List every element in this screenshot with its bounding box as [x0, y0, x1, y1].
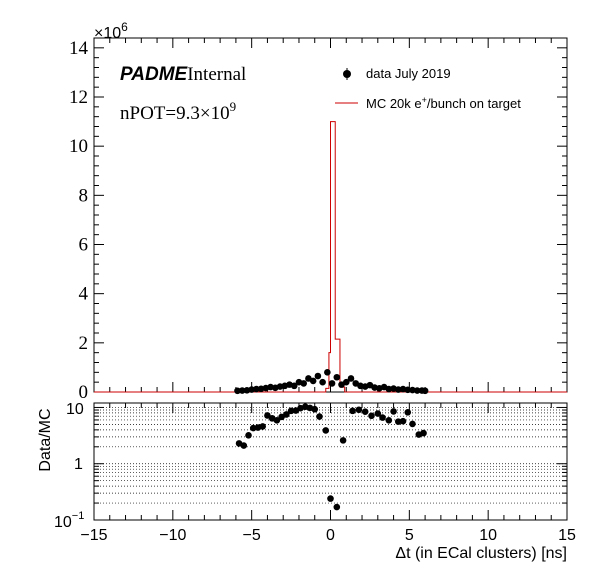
legend-mc-label: MC 20k e+/bunch on target	[366, 95, 521, 111]
data-point	[342, 378, 350, 386]
ratio-point	[355, 406, 363, 414]
ratio-point	[349, 407, 356, 415]
ratio-ytick-label-1: 1	[74, 456, 83, 473]
x-tick-label: −15	[80, 527, 107, 544]
ratio-point	[316, 413, 323, 420]
ratio-point	[361, 408, 369, 416]
ratio-point	[333, 503, 341, 511]
data-point	[421, 387, 429, 395]
padme-label: PADMEInternal	[120, 64, 246, 85]
data-point	[238, 387, 246, 394]
x-tick-label: −10	[159, 527, 186, 544]
y-tick-label: 10	[69, 136, 88, 157]
data-point	[347, 375, 355, 382]
ratio-point	[240, 442, 248, 449]
data-point	[413, 387, 421, 394]
data-point	[328, 380, 336, 387]
ratio-point	[394, 418, 402, 425]
y-tick-label: 2	[79, 333, 89, 354]
ratio-point	[368, 412, 375, 420]
ratio-point	[259, 423, 267, 430]
data-point	[319, 378, 326, 386]
ratio-axis-ticks	[93, 403, 568, 521]
y-tick-label: 4	[79, 284, 89, 305]
x-tick-labels: −15 −10 −5 0 5 10 15	[80, 527, 576, 544]
x-tick-label: −5	[243, 527, 261, 544]
x-tick-label: 0	[326, 527, 335, 544]
y-tick-label: 6	[79, 235, 89, 256]
data-point	[253, 385, 260, 393]
ratio-point	[327, 495, 334, 502]
x-tick-label: 10	[479, 527, 497, 544]
y-tick-label: 12	[69, 87, 88, 108]
x-axis-label: Δt (in ECal clusters) [ns]	[395, 545, 567, 562]
ratio-point	[264, 412, 271, 419]
ratio-gridlines	[94, 407, 567, 521]
mc-histogram	[94, 121, 567, 393]
ratio-point	[287, 407, 295, 415]
data-point	[314, 372, 322, 380]
ratio-ytick-label-0p1: 10−1	[54, 510, 84, 531]
ratio-y-axis-label: Data/MC	[37, 408, 54, 471]
ratio-point	[374, 410, 382, 417]
x-tick-label: 15	[558, 527, 576, 544]
legend-data-label: data July 2019	[366, 66, 451, 81]
top-axis-ticks	[93, 38, 568, 393]
ratio-point	[311, 405, 319, 413]
ratio-point	[399, 417, 407, 425]
data-point	[290, 382, 298, 390]
npot-annotation: nPOT=9.3×109	[120, 99, 236, 124]
ratio-point	[322, 427, 330, 434]
legend: data July 2019 MC 20k e+/bunch on target	[335, 66, 521, 111]
ratio-point	[390, 408, 397, 415]
ratio-frame-rect	[93, 402, 568, 521]
ratio-point	[273, 417, 281, 424]
y-tick-label: 0	[79, 382, 89, 403]
mc-step-line	[94, 121, 567, 393]
data-point	[324, 369, 331, 376]
ratio-plot-frame	[93, 402, 568, 521]
ratio-ytick-label-10: 10	[66, 401, 84, 418]
y-multiplier: ×106	[94, 20, 128, 42]
ratio-point	[245, 432, 252, 439]
data-points	[234, 369, 429, 395]
data-point	[404, 386, 412, 394]
top-y-tick-labels: 0 2 4 6 8 10 12 14	[69, 38, 89, 403]
ratio-point	[339, 437, 347, 444]
ratio-point	[385, 417, 393, 424]
ratio-points	[235, 403, 427, 511]
data-point	[333, 373, 341, 381]
x-tick-label: 5	[405, 527, 414, 544]
y-tick-label: 14	[69, 38, 89, 59]
legend-data-marker	[343, 70, 351, 78]
ratio-point	[409, 420, 416, 428]
data-point	[300, 380, 307, 387]
ratio-point	[404, 409, 412, 416]
ratio-point	[420, 429, 427, 437]
ratio-point	[283, 411, 290, 418]
ratio-point	[379, 414, 386, 421]
data-point	[234, 387, 241, 395]
data-point	[309, 377, 317, 385]
y-tick-label: 8	[79, 185, 89, 206]
